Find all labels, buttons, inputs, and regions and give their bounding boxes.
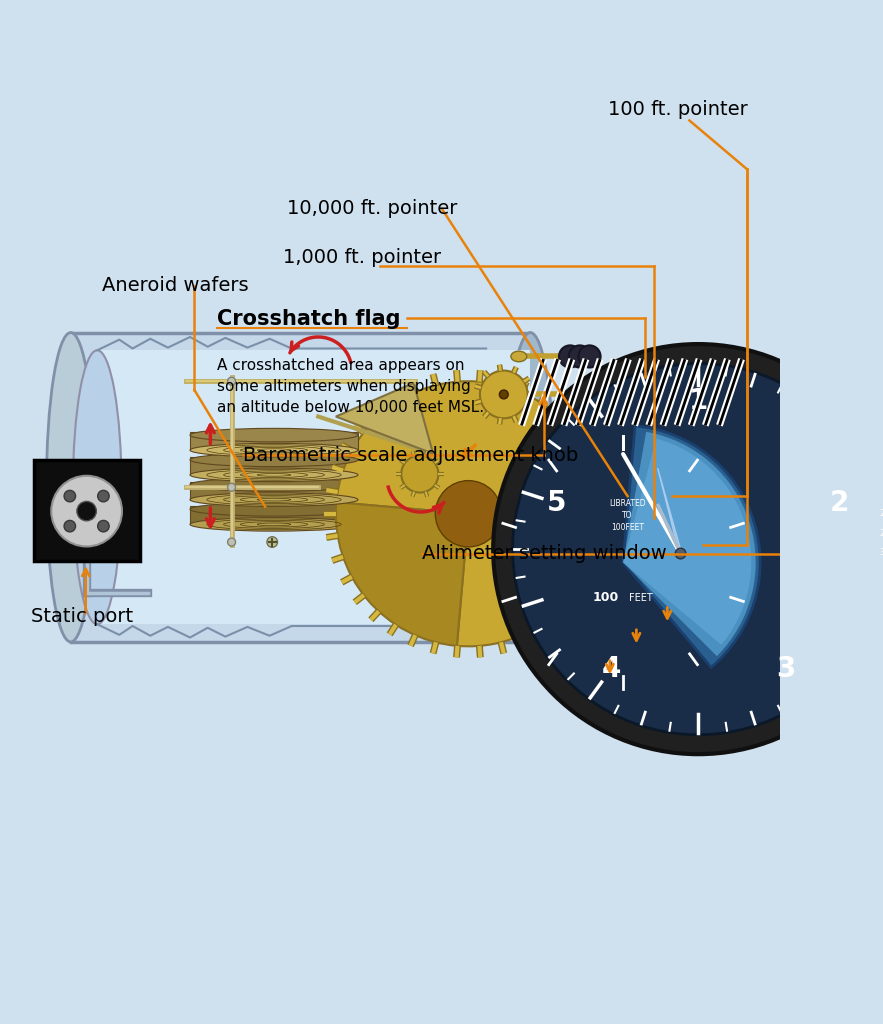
Bar [95, 476, 117, 483]
Ellipse shape [569, 345, 591, 368]
Text: A crosshatched area appears on
some altimeters when displaying
an altitude below: A crosshatched area appears on some alti… [216, 358, 484, 415]
Circle shape [500, 390, 509, 399]
Ellipse shape [190, 493, 358, 507]
Text: Crosshatch flag: Crosshatch flag [216, 309, 400, 330]
Circle shape [228, 377, 236, 385]
Text: Aneroid wafers: Aneroid wafers [102, 276, 248, 295]
Bar [190, 506, 358, 524]
Bar [34, 460, 140, 561]
Circle shape [435, 480, 502, 547]
Bar [190, 432, 358, 451]
Ellipse shape [190, 468, 358, 481]
Ellipse shape [190, 517, 358, 531]
Text: 100: 100 [592, 591, 619, 604]
Text: 4: 4 [601, 655, 621, 683]
Text: Altimeter setting window: Altimeter setting window [422, 544, 668, 563]
Polygon shape [71, 333, 531, 642]
Text: 30.0: 30.0 [879, 548, 883, 557]
Text: FEET: FEET [629, 593, 653, 603]
Ellipse shape [190, 428, 358, 442]
Text: 29.8: 29.8 [879, 509, 883, 518]
Ellipse shape [190, 503, 358, 516]
Ellipse shape [578, 345, 600, 368]
Circle shape [480, 371, 528, 419]
Text: LIBRATED
TO
100FEET: LIBRATED TO 100FEET [609, 500, 645, 531]
Circle shape [64, 490, 76, 502]
Text: ALT: ALT [705, 545, 736, 562]
Ellipse shape [73, 350, 122, 625]
Circle shape [513, 364, 883, 735]
Text: 1,000 ft. pointer: 1,000 ft. pointer [283, 248, 441, 267]
Circle shape [64, 520, 76, 531]
Polygon shape [336, 383, 433, 454]
Text: 5: 5 [547, 489, 567, 517]
Wedge shape [623, 426, 760, 668]
Text: Barometric scale adjustment knob: Barometric scale adjustment knob [243, 445, 578, 465]
Wedge shape [623, 438, 751, 645]
Bar [190, 457, 358, 475]
Ellipse shape [506, 333, 555, 642]
Circle shape [98, 490, 109, 502]
Ellipse shape [190, 453, 358, 467]
Polygon shape [658, 468, 681, 554]
Wedge shape [336, 381, 601, 646]
Circle shape [77, 502, 96, 521]
Circle shape [98, 520, 109, 531]
Wedge shape [336, 502, 469, 646]
Ellipse shape [190, 443, 358, 457]
Ellipse shape [47, 333, 95, 642]
Circle shape [51, 476, 122, 547]
Bar [190, 481, 358, 500]
Circle shape [494, 344, 883, 754]
Wedge shape [623, 432, 756, 656]
Circle shape [267, 537, 277, 548]
Text: 1: 1 [689, 387, 708, 415]
Circle shape [401, 456, 438, 493]
Circle shape [228, 483, 236, 492]
Ellipse shape [511, 351, 527, 361]
Bar [97, 350, 531, 625]
Text: Static port: Static port [31, 607, 133, 626]
Ellipse shape [190, 478, 358, 492]
Circle shape [228, 538, 236, 546]
Circle shape [675, 548, 686, 559]
Text: 100 ft. pointer: 100 ft. pointer [608, 100, 748, 120]
Text: 10,000 ft. pointer: 10,000 ft. pointer [287, 200, 457, 218]
Bar [870, 498, 883, 573]
Text: 2: 2 [830, 489, 849, 517]
Text: 3: 3 [776, 655, 796, 683]
Text: 29.9: 29.9 [879, 528, 883, 538]
Ellipse shape [559, 345, 581, 368]
